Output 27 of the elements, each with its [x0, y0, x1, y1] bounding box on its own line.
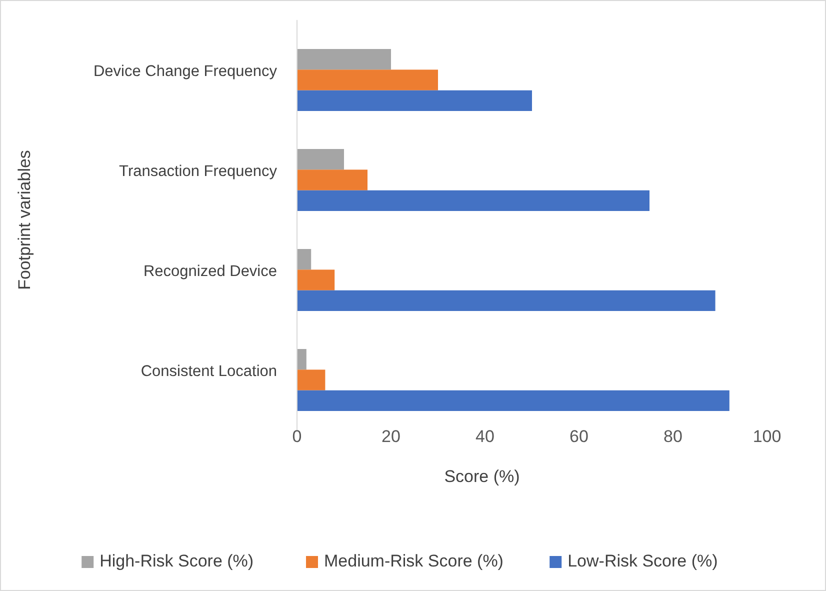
legend-label: High-Risk Score (%)	[100, 551, 254, 570]
y-axis-title: Footprint variables	[15, 150, 34, 290]
x-tick-label: 20	[382, 427, 400, 446]
y-tick-label: Device Change Frequency	[93, 63, 278, 80]
legend-label: Medium-Risk Score (%)	[324, 551, 504, 570]
x-tick-label: 60	[570, 427, 588, 446]
x-tick-label: 100	[752, 427, 782, 446]
y-tick-label: Recognized Device	[143, 263, 277, 280]
x-axis-title: Score (%)	[444, 467, 520, 486]
bar	[297, 70, 438, 90]
y-tick-label: Consistent Location	[140, 363, 277, 380]
bar	[297, 149, 344, 170]
bar	[297, 349, 306, 370]
x-tick-label: 0	[292, 427, 302, 446]
bar	[297, 290, 716, 311]
x-tick-label: 80	[664, 427, 682, 446]
bar	[297, 270, 335, 290]
bar	[297, 49, 391, 70]
bar	[297, 249, 312, 270]
bar	[297, 390, 730, 411]
bar	[297, 90, 532, 111]
bar	[297, 370, 326, 390]
y-tick-label: Transaction Frequency	[119, 163, 278, 180]
bar	[297, 190, 650, 211]
x-tick-label: 40	[476, 427, 494, 446]
legend-label: Low-Risk Score (%)	[568, 551, 718, 570]
bar	[297, 170, 368, 190]
